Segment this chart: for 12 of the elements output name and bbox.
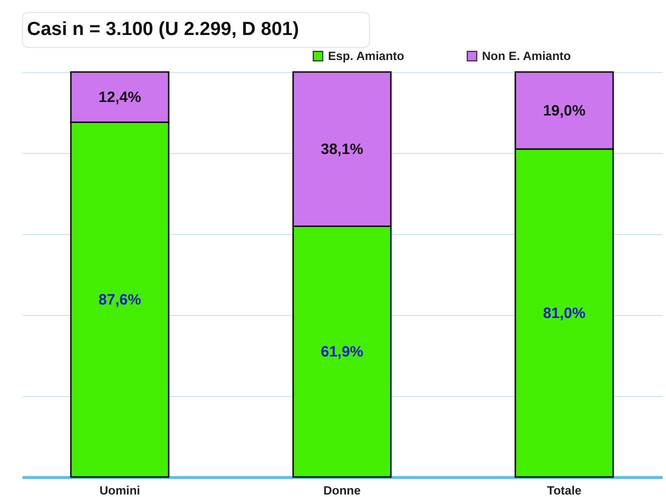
legend-label: Esp. Amianto — [328, 49, 404, 64]
data-label: 38,1% — [320, 141, 364, 158]
data-label: 81,0% — [542, 304, 586, 322]
data-label: 19,0% — [542, 102, 586, 120]
data-label: 12,4% — [98, 89, 142, 106]
x-tick-label: Donne — [323, 484, 361, 497]
chart-title: Casi n = 3.100 (U 2.299, D 801) — [22, 12, 370, 48]
data-label: 61,9% — [320, 344, 364, 361]
data-label: 87,6% — [98, 292, 142, 309]
legend-label: Non E. Amianto — [482, 49, 571, 64]
x-tick-label: Uomini — [99, 484, 140, 497]
x-tick-label: Totale — [546, 484, 582, 497]
